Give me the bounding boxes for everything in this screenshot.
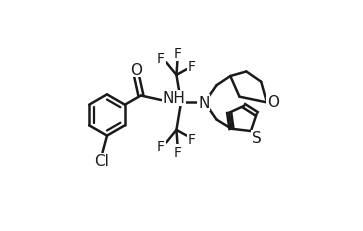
Text: F: F: [157, 140, 165, 154]
Text: S: S: [252, 131, 262, 146]
Text: F: F: [187, 133, 195, 146]
Text: O: O: [130, 62, 142, 77]
Text: Cl: Cl: [94, 154, 109, 169]
Text: O: O: [267, 94, 279, 109]
Text: F: F: [187, 59, 195, 73]
Text: NH: NH: [163, 91, 185, 106]
Text: F: F: [174, 145, 182, 159]
Text: F: F: [174, 47, 182, 61]
Text: N: N: [198, 95, 210, 110]
Text: F: F: [157, 52, 165, 66]
